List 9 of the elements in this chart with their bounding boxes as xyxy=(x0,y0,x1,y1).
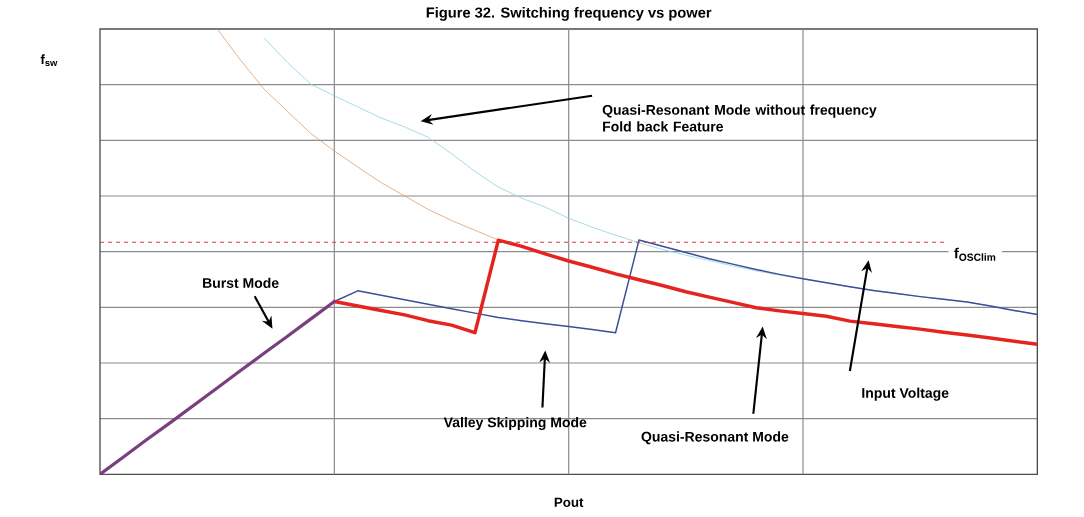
annotation: Quasi-Resonant Mode without frequency Fold back Feature xyxy=(602,104,877,132)
chart-title: Figure 32. Switching frequency vs power xyxy=(426,7,712,21)
annotation: Burst Mode xyxy=(203,277,279,288)
annotation: Valley Skipping Mode xyxy=(443,417,587,431)
x-axis-title: Pout xyxy=(554,497,584,507)
annotation: Quasi-Resonant Mode xyxy=(641,431,789,445)
annotation: Input Voltage xyxy=(862,387,949,401)
ref-line-label: f$_{OSClim}$ xyxy=(954,247,996,261)
y-axis-title: f$_{sw}$ xyxy=(40,54,58,67)
